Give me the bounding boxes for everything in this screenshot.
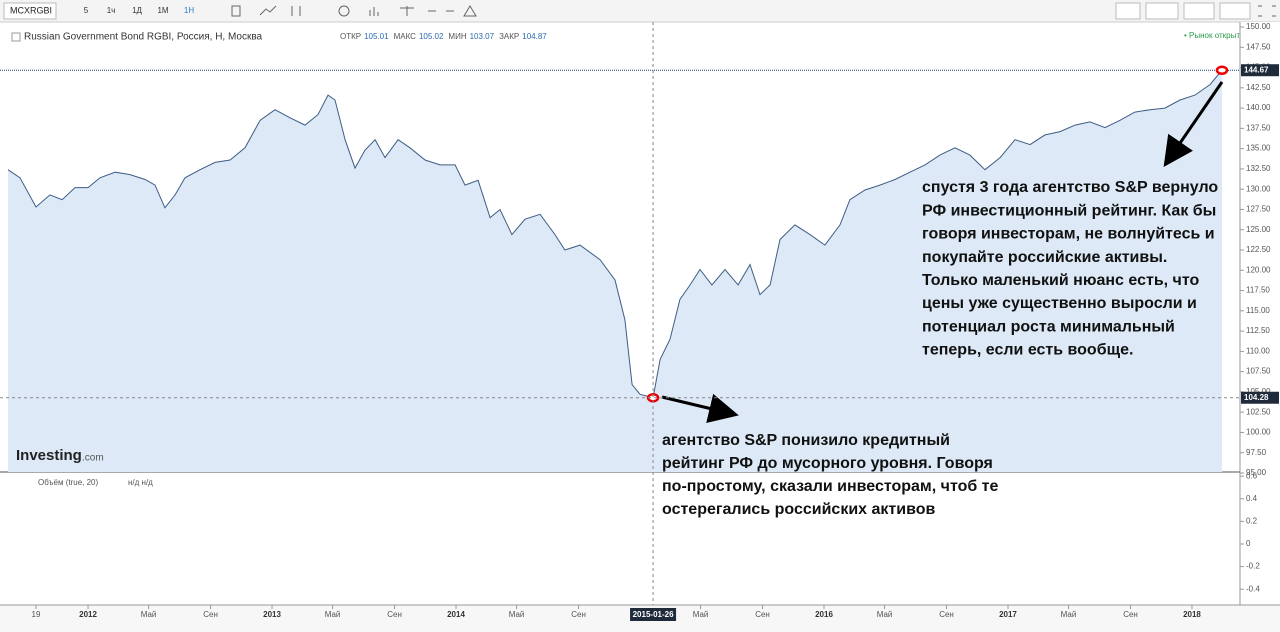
y-tick-label: 140.00 xyxy=(1246,103,1271,112)
interval-button[interactable]: 1М xyxy=(157,6,168,15)
volume-y-tick-label: 0.4 xyxy=(1246,494,1258,503)
arrow xyxy=(1163,81,1224,167)
y-tick-label: 110.00 xyxy=(1246,346,1270,355)
x-tick-label: 2014 xyxy=(447,610,465,619)
x-tick-label: Май xyxy=(877,610,893,619)
volume-y-tick-label: -0.4 xyxy=(1246,584,1260,593)
y-tick-label: 150.00 xyxy=(1246,22,1271,31)
annotation-text: говоря инвесторам, не волнуйтесь и xyxy=(922,226,1215,243)
annotation-text: потенциал роста минимальный xyxy=(922,318,1175,335)
symbol-box[interactable] xyxy=(3,2,57,20)
y-tick-label: 122.50 xyxy=(1246,245,1271,254)
last-price-label: 144.67 xyxy=(1244,65,1269,74)
annotation-text: РФ инвестиционный рейтинг. Как бы xyxy=(922,202,1216,219)
y-tick-label: 127.50 xyxy=(1246,205,1271,214)
y-tick-label: 115.00 xyxy=(1246,306,1270,315)
stat-label: ОТКР xyxy=(340,32,361,41)
interval-button[interactable]: 1Д xyxy=(132,6,142,15)
y-tick-label: 147.50 xyxy=(1246,42,1271,51)
price-line xyxy=(7,69,1223,399)
y-axis-area xyxy=(1240,22,1280,605)
y-tick-label: 102.50 xyxy=(1246,407,1271,416)
annotation-text: по-простому, сказали инвесторам, чтоб те xyxy=(662,478,999,495)
x-tick-label: Сен xyxy=(755,610,770,619)
y-tick-label: 137.50 xyxy=(1246,123,1271,132)
y-tick-label: 142.50 xyxy=(1246,83,1271,92)
y-tick-label: 95.00 xyxy=(1246,468,1267,477)
x-tick-label: Сен xyxy=(1123,610,1138,619)
last-price-box xyxy=(1241,64,1279,77)
x-tick-label: Сен xyxy=(571,610,586,619)
y-tick-label: 117.50 xyxy=(1246,286,1270,295)
annotation-text: спустя 3 года агентство S&P вернуло xyxy=(922,179,1218,196)
market-status: • Рынок открыт xyxy=(1184,31,1240,40)
x-tick-label: 2016 xyxy=(815,610,833,619)
toolbar xyxy=(0,0,1280,22)
x-tick-label: Май xyxy=(693,610,709,619)
highlight-marker xyxy=(1215,65,1229,75)
x-tick-label: 2018 xyxy=(1183,610,1201,619)
interval-button[interactable]: 5 xyxy=(84,6,89,15)
annotation-text: Только маленький нюанс есть, что xyxy=(922,272,1199,289)
logo: Investing xyxy=(16,447,82,464)
x-tick-label: 2013 xyxy=(263,610,281,619)
annotation-text: агентство S&P понизило кредитный xyxy=(662,432,950,449)
x-tick-label: Май xyxy=(141,610,157,619)
annotation-text: остерегались российских активов xyxy=(662,501,935,518)
x-tick-label: Сен xyxy=(203,610,218,619)
annotation-text: рейтинг РФ до мусорного уровня. Говоря xyxy=(662,455,993,472)
stat-value: 105.01 xyxy=(364,32,389,41)
x-tick-label: Май xyxy=(509,610,525,619)
collapse-icon[interactable] xyxy=(11,32,21,42)
y-tick-label: 130.00 xyxy=(1246,184,1271,193)
x-tick-label: Май xyxy=(1061,610,1077,619)
x-tick-label: Сен xyxy=(939,610,954,619)
volume-y-tick-label: -0.2 xyxy=(1246,562,1260,571)
annotation-text: покупайте российские активы. xyxy=(922,249,1167,266)
y-tick-label: 120.00 xyxy=(1246,265,1271,274)
stat-value: 105.02 xyxy=(419,32,444,41)
stat-value: 104.87 xyxy=(522,32,547,41)
volume-y-tick-label: 0.2 xyxy=(1246,516,1258,525)
y-tick-label: 97.50 xyxy=(1246,448,1267,457)
x-tick-label: Май xyxy=(325,610,341,619)
y-tick-label: 112.50 xyxy=(1246,326,1270,335)
stat-value: 103.07 xyxy=(470,32,495,41)
x-tick-label: 19 xyxy=(32,610,41,619)
crosshair-x-box xyxy=(630,608,677,621)
x-tick-label: 2012 xyxy=(79,610,97,619)
y-tick-label: 107.50 xyxy=(1246,367,1271,376)
toolbar-icons xyxy=(231,2,1276,20)
plot xyxy=(0,69,1240,472)
stat-label: МАКС xyxy=(394,32,417,41)
logo-suffix: .com xyxy=(82,453,104,464)
volume-subtitle: н/д н/д xyxy=(128,478,153,487)
annotation-text: теперь, если есть вообще. xyxy=(922,342,1133,359)
y-tick-label: 135.00 xyxy=(1246,144,1271,153)
x-tick-label: 2017 xyxy=(999,610,1017,619)
annotation-text: цены уже существенно выросли и xyxy=(922,295,1197,312)
volume-y-tick-label: 0 xyxy=(1246,539,1251,548)
y-tick-label: 105.00 xyxy=(1246,387,1271,396)
crosshair-x-label: 2015-01-26 xyxy=(633,610,674,619)
interval-button[interactable]: 1ч xyxy=(107,6,116,15)
crosshair-y-box xyxy=(1241,391,1279,404)
interval-button[interactable]: 1Н xyxy=(184,6,194,15)
instrument-title: Russian Government Bond RGBI, Россия, H,… xyxy=(24,32,263,43)
symbol: MCXRGBI xyxy=(10,5,52,15)
arrow xyxy=(661,393,739,423)
y-tick-label: 100.00 xyxy=(1246,428,1271,437)
stat-label: МИН xyxy=(448,32,466,41)
area-fill xyxy=(8,70,1222,472)
stat-label: ЗАКР xyxy=(499,32,519,41)
volume-title: Объём (true, 20) xyxy=(38,478,99,487)
y-tick-label: 125.00 xyxy=(1246,225,1271,234)
volume-y-tick-label: 0.6 xyxy=(1246,471,1258,480)
x-tick-label: Сен xyxy=(387,610,402,619)
crosshair-y-label: 104.28 xyxy=(1244,393,1269,402)
y-tick-label: 132.50 xyxy=(1246,164,1271,173)
